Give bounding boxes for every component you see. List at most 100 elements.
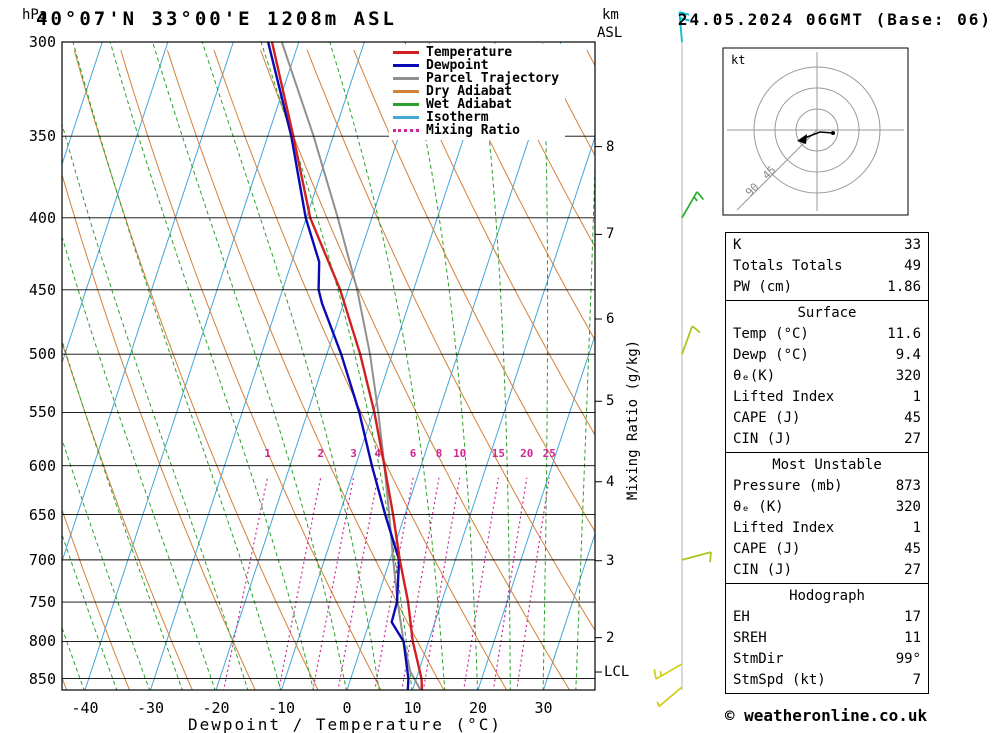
temp-tick-label: -40	[71, 699, 99, 717]
legend-item: Mixing Ratio	[393, 123, 559, 138]
legend-line-sample	[393, 64, 419, 67]
km-tick-label: 4	[606, 473, 615, 490]
table-section: Hodograph EH 17 SREH 11 StmDir 99° StmSpd (kt) 7	[725, 583, 929, 694]
table-row-value: 9.4	[895, 347, 921, 363]
isotherm-lines	[62, 42, 595, 690]
mixing-ratio-tick-label: 15	[491, 447, 506, 460]
table-row: Pressure (mb) 873	[733, 476, 921, 497]
run-datetime: 24.05.2024 06GMT (Base: 06)	[677, 10, 992, 29]
legend-line-sample	[393, 77, 419, 80]
legend-label: Isotherm	[426, 110, 489, 125]
table-row-label: CAPE (J)	[733, 410, 801, 426]
temp-tick-label: -30	[136, 699, 165, 717]
mixing-ratio-tick-label: 10	[453, 447, 467, 460]
legend-label: Dry Adiabat	[426, 84, 513, 99]
legend-line-sample	[393, 129, 419, 132]
table-row: EH 17	[733, 607, 921, 628]
km-tick-label: 6	[606, 310, 615, 327]
pressure-tick-label: 450	[28, 280, 56, 299]
table-section: K 33 Totals Totals 49 PW (cm) 1.86	[725, 232, 929, 301]
temp-tick-label: 20	[468, 699, 488, 717]
wind-barb	[681, 551, 712, 563]
pressure-tick-label: 500	[28, 345, 56, 364]
wind-barb	[681, 191, 705, 219]
pressure-tick-label: 600	[28, 456, 56, 475]
lcl-label: LCL	[604, 664, 630, 681]
mixing-ratio-tick-label: 25	[542, 447, 556, 460]
table-section-title: Most Unstable	[772, 457, 882, 473]
table-row: Dewp (°C) 9.4	[733, 345, 921, 366]
table-row-label: EH	[733, 609, 750, 625]
legend-item: Isotherm	[393, 110, 559, 125]
table-row-value: 11	[904, 630, 921, 646]
table-section: Surface Temp (°C) 11.6 Dewp (°C) 9.4 θₑ(K) 320…	[725, 300, 929, 453]
table-row-label: StmSpd (kt)	[733, 672, 826, 688]
table-row-label: K	[733, 237, 742, 253]
legend-label: Mixing Ratio	[426, 123, 520, 138]
legend: Temperature Dewpoint Parcel Trajectory Dry …	[389, 44, 566, 140]
legend-line-sample	[393, 116, 419, 119]
table-row-value: 1	[912, 520, 921, 536]
table-section-title: Hodograph	[789, 588, 865, 604]
copyright-footer: © weatheronline.co.uk	[724, 706, 928, 725]
pressure-tick-label: 800	[28, 632, 56, 651]
pressure-tick-label: 850	[28, 669, 56, 688]
table-row-label: CIN (J)	[733, 562, 793, 578]
legend-item: Dewpoint	[393, 58, 559, 73]
km-tick-label: 7	[606, 226, 615, 243]
dry-adiabat-lines	[62, 49, 595, 690]
hodograph-unit-label: kt	[731, 53, 746, 67]
table-row-label: CAPE (J)	[733, 541, 801, 557]
table-row-label: Dewp (°C)	[733, 347, 809, 363]
table-row-label: θₑ (K)	[733, 499, 784, 515]
pressure-tick-label: 700	[28, 550, 56, 569]
table-row-label: Lifted Index	[733, 389, 835, 405]
table-row: StmDir 99°	[733, 649, 921, 670]
table-row-value: 1.86	[887, 279, 921, 295]
wind-barb	[656, 686, 683, 708]
legend-line-sample	[393, 90, 419, 93]
table-row-value: 99°	[895, 651, 921, 667]
mixing-ratio-lines	[223, 477, 550, 690]
hodograph-trace-origin	[831, 131, 835, 135]
table-row-value: 11.6	[887, 326, 921, 342]
table-row: Temp (°C) 11.6	[733, 324, 921, 345]
temp-tick-label: 30	[534, 699, 553, 717]
mixing-ratio-tick-label: 2	[317, 447, 324, 460]
legend-label: Dewpoint	[426, 58, 489, 73]
table-row-value: 45	[904, 410, 921, 426]
legend-line-sample	[393, 103, 419, 106]
km-tick-label: 2	[606, 629, 615, 646]
indices-table: K 33 Totals Totals 49 PW (cm) 1.86 Surface Temp…	[725, 232, 929, 694]
temp-tick-label: 0	[342, 699, 352, 717]
table-row: θₑ(K) 320	[733, 366, 921, 387]
mixing-ratio-axis-title: Mixing Ratio (g/kg)	[625, 339, 641, 501]
legend-item: Parcel Trajectory	[393, 71, 560, 86]
table-row-value: 49	[904, 258, 921, 274]
mixing-ratio-tick-label: 1	[264, 447, 271, 460]
table-row-label: StmDir	[733, 651, 784, 667]
wind-barb	[653, 663, 683, 680]
temp-tick-label: -20	[202, 699, 230, 717]
table-row-value: 33	[904, 237, 921, 253]
pressure-tick-label: 350	[28, 127, 56, 146]
table-row: CIN (J) 27	[733, 429, 921, 450]
altitude-axis-unit-asl: ASL	[597, 25, 623, 41]
mixing-ratio-tick-label: 6	[409, 447, 417, 460]
mixing-ratio-tick-label: 4	[374, 447, 382, 460]
table-row: CAPE (J) 45	[733, 539, 921, 560]
pressure-tick-label: 400	[28, 208, 56, 227]
km-tick-label: 5	[606, 393, 615, 410]
pressure-axis-unit: hPa	[22, 7, 48, 23]
table-row-value: 17	[904, 609, 921, 625]
table-row-label: SREH	[733, 630, 767, 646]
km-tick-label: 8	[606, 138, 615, 155]
table-row-value: 1	[912, 389, 921, 405]
table-row-label: Totals Totals	[733, 258, 843, 274]
altitude-axis-unit-km: km	[602, 7, 619, 23]
table-row-label: Temp (°C)	[733, 326, 809, 342]
pressure-tick-label: 750	[28, 593, 56, 612]
table-row-value: 873	[895, 478, 921, 494]
legend-label: Parcel Trajectory	[426, 71, 560, 86]
